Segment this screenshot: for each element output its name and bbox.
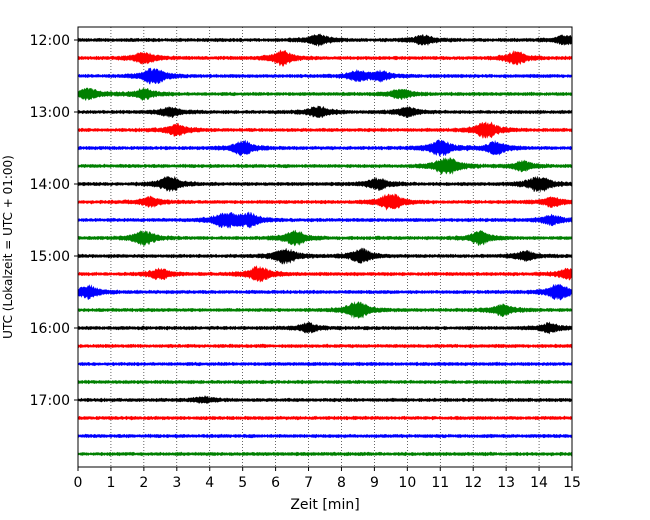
- y-tick-label: 17:00: [30, 393, 70, 409]
- trace-1645: [77, 379, 573, 385]
- trace-1430: [77, 211, 573, 229]
- trace-1730: [77, 433, 573, 439]
- trace-1530: [77, 283, 573, 301]
- y-axis-label: UTC (Lokalzeit = UTC + 01:00): [1, 155, 15, 339]
- trace-1500: [77, 247, 573, 265]
- x-tick-label: 6: [271, 475, 280, 491]
- trace-1630: [77, 361, 573, 367]
- x-tick-label: 13: [497, 475, 515, 491]
- x-tick-label: 15: [563, 475, 581, 491]
- trace-1215: [77, 49, 573, 67]
- x-tick-label: 2: [139, 475, 148, 491]
- x-tick-label: 14: [530, 475, 548, 491]
- trace-1715: [77, 415, 573, 421]
- y-axis-ticks: 12:00 13:00 14:00 15:00 16:00 17:00: [30, 33, 78, 409]
- plot-frame: [77, 26, 573, 468]
- x-tick-label: 1: [106, 475, 115, 491]
- x-tick-label: 4: [205, 475, 214, 491]
- x-tick-label: 9: [370, 475, 379, 491]
- trace-1300: [77, 105, 573, 119]
- trace-1245: [77, 87, 573, 102]
- y-tick-label: 14:00: [30, 177, 70, 193]
- trace-1330: [77, 139, 573, 157]
- x-axis-ticks: 0 1 2 3 4 5 6 7 8 9 10 11 12 13 14 15: [74, 467, 581, 491]
- y-tick-label: 13:00: [30, 105, 70, 121]
- trace-1400: [77, 175, 573, 193]
- trace-1445: [77, 229, 573, 247]
- x-tick-label: 8: [337, 475, 346, 491]
- trace-1545: [77, 301, 573, 319]
- trace-1515: [77, 265, 573, 283]
- x-tick-label: 11: [431, 475, 449, 491]
- x-axis-label: Zeit [min]: [290, 497, 359, 513]
- x-tick-label: 0: [74, 475, 83, 491]
- trace-1745: [77, 451, 573, 457]
- trace-1415: [77, 193, 573, 211]
- trace-1700: [77, 395, 573, 404]
- x-tick-label: 5: [238, 475, 247, 491]
- trace-1230: [77, 67, 573, 85]
- grid-lines: [110, 27, 540, 467]
- trace-1345: [77, 157, 573, 175]
- trace-1315: [77, 121, 573, 139]
- y-tick-label: 12:00: [30, 33, 70, 49]
- x-tick-label: 3: [172, 475, 181, 491]
- x-tick-label: 12: [464, 475, 482, 491]
- y-tick-label: 16:00: [30, 321, 70, 337]
- x-tick-label: 7: [304, 475, 313, 491]
- x-tick-label: 10: [398, 475, 416, 491]
- trace-1200: [77, 33, 573, 48]
- trace-1615: [77, 343, 573, 349]
- trace-1600: [77, 321, 573, 335]
- seismic-traces: [77, 33, 573, 457]
- y-tick-label: 15:00: [30, 249, 70, 265]
